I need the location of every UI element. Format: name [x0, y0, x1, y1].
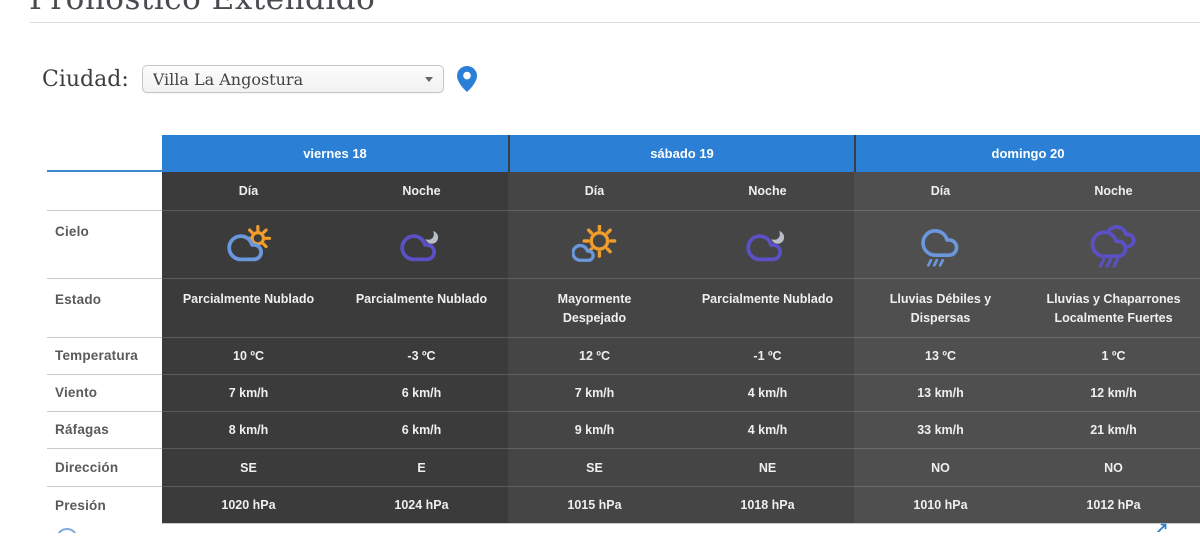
subheader-viernes-noche: Noche — [335, 172, 508, 210]
rafagas-cell: 9 km/h — [508, 411, 681, 448]
subheader-domingo-dia: Día — [854, 172, 1027, 210]
cielo-cell — [854, 210, 1027, 278]
estado-cell: Parcialmente Nublado — [162, 278, 335, 337]
day-header-domingo: domingo 20 — [854, 135, 1200, 172]
cielo-cell — [335, 210, 508, 278]
estado-cell: Parcialmente Nublado — [335, 278, 508, 337]
row-label-presion: Presión — [30, 486, 162, 524]
cloud-sun-icon — [226, 225, 271, 262]
rafagas-cell: 6 km/h — [335, 411, 508, 448]
row-label-estado: Estado — [30, 278, 162, 337]
presion-cell: 1015 hPa — [508, 486, 681, 524]
cielo-cell — [162, 210, 335, 278]
subheader-sabado-dia: Día — [508, 172, 681, 210]
cloud-rain-light-icon — [920, 228, 958, 267]
direccion-cell: NO — [1027, 448, 1200, 486]
city-select-value: Villa La Angostura — [152, 69, 304, 89]
cielo-cell — [1027, 210, 1200, 278]
direccion-cell: NO — [854, 448, 1027, 486]
clouds-rain-heavy-icon — [1090, 224, 1136, 268]
subheader-domingo-noche: Noche — [1027, 172, 1200, 210]
subheader-sabado-noche: Noche — [681, 172, 854, 210]
rafagas-cell: 4 km/h — [681, 411, 854, 448]
temperatura-cell: -3 ºC — [335, 337, 508, 374]
row-label-viento: Viento — [30, 374, 162, 411]
cutoff-sun-icon-fragment — [55, 520, 79, 538]
rafagas-cell: 8 km/h — [162, 411, 335, 448]
viento-cell: 12 km/h — [1027, 374, 1200, 411]
estado-cell: Mayormente Despejado — [508, 278, 681, 337]
city-selector-row: Ciudad: Villa La Angostura — [42, 64, 477, 94]
cutoff-arrow-icon-fragment — [1156, 519, 1170, 537]
subheader-viernes-dia: Día — [162, 172, 335, 210]
direccion-cell: NE — [681, 448, 854, 486]
page-title: Pronóstico Extendido — [29, 0, 375, 17]
viento-cell: 6 km/h — [335, 374, 508, 411]
day-header-sabado: sábado 19 — [508, 135, 854, 172]
day-header-viernes: viernes 18 — [162, 135, 508, 172]
table-corner-cell — [30, 135, 162, 172]
location-pin-icon — [456, 66, 477, 92]
cloud-moon-icon — [399, 228, 438, 262]
estado-cell: Lluvias y Chaparrones Localmente Fuertes — [1027, 278, 1200, 337]
direccion-cell: SE — [162, 448, 335, 486]
cielo-cell — [508, 210, 681, 278]
viento-cell: 7 km/h — [162, 374, 335, 411]
temperatura-cell: 12 ºC — [508, 337, 681, 374]
direccion-cell: SE — [508, 448, 681, 486]
title-divider — [30, 22, 1200, 23]
temperatura-cell: 10 ºC — [162, 337, 335, 374]
presion-cell: 1010 hPa — [854, 486, 1027, 524]
cielo-cell — [681, 210, 854, 278]
city-label: Ciudad: — [42, 66, 129, 92]
city-select[interactable]: Villa La Angostura — [141, 65, 444, 93]
row-label-rafagas: Ráfagas — [30, 411, 162, 448]
sun-cloud-icon — [571, 225, 616, 262]
rafagas-cell: 21 km/h — [1027, 411, 1200, 448]
presion-cell: 1020 hPa — [162, 486, 335, 524]
presion-cell: 1024 hPa — [335, 486, 508, 524]
forecast-table: viernes 18 sábado 19 domingo 20 Día Noch… — [30, 135, 1200, 524]
temperatura-cell: 13 ºC — [854, 337, 1027, 374]
viento-cell: 7 km/h — [508, 374, 681, 411]
temperatura-cell: -1 ºC — [681, 337, 854, 374]
estado-cell: Parcialmente Nublado — [681, 278, 854, 337]
presion-cell: 1018 hPa — [681, 486, 854, 524]
row-label-temperatura: Temperatura — [30, 337, 162, 374]
estado-cell: Lluvias Débiles y Dispersas — [854, 278, 1027, 337]
presion-cell: 1012 hPa — [1027, 486, 1200, 524]
row-label-cielo: Cielo — [30, 210, 162, 278]
direccion-cell: E — [335, 448, 508, 486]
row-label-direccion: Dirección — [30, 448, 162, 486]
viento-cell: 13 km/h — [854, 374, 1027, 411]
cloud-moon-icon — [745, 228, 784, 262]
temperatura-cell: 1 ºC — [1027, 337, 1200, 374]
chevron-down-icon — [424, 76, 433, 82]
rafagas-cell: 33 km/h — [854, 411, 1027, 448]
viento-cell: 4 km/h — [681, 374, 854, 411]
subheader-spacer — [30, 172, 162, 210]
location-pin-button[interactable] — [456, 66, 477, 92]
